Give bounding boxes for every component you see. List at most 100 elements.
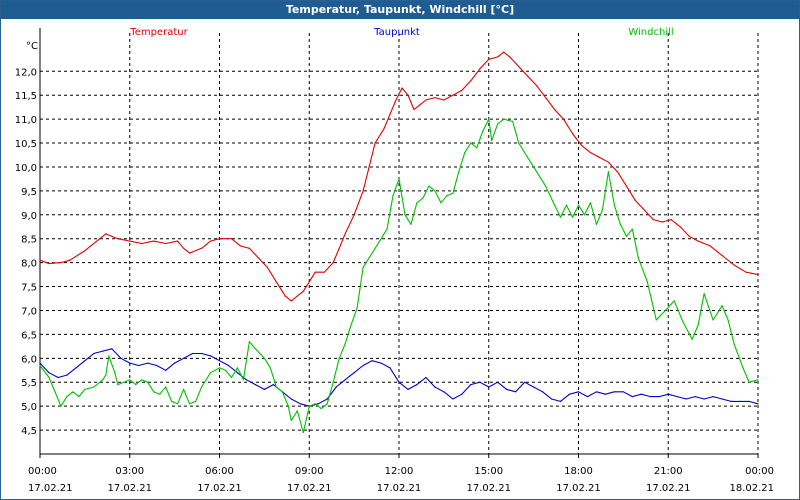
data-point-windchill: [290, 419, 292, 422]
x-tick-time: 12:00: [385, 466, 414, 477]
data-point-temperatur: [589, 152, 592, 154]
y-tick-label: 11,5: [15, 91, 37, 102]
data-point-windchill: [482, 130, 484, 132]
data-point-windchill: [398, 178, 400, 180]
data-point-temperatur: [344, 233, 346, 235]
data-point-temperatur: [527, 75, 529, 77]
data-point-temperatur: [536, 85, 538, 87]
data-point-windchill: [607, 171, 610, 173]
data-point-taupunkt: [443, 391, 445, 393]
data-point-windchill: [183, 388, 185, 390]
y-tick-label: 9,0: [21, 211, 37, 222]
data-point-temperatur: [275, 281, 277, 283]
data-point-taupunkt: [299, 403, 301, 405]
data-point-windchill: [613, 204, 616, 206]
data-point-temperatur: [652, 219, 654, 221]
data-point-windchill: [757, 379, 759, 381]
x-tick-date: 17.02.21: [377, 483, 422, 494]
data-point-temperatur: [401, 87, 403, 89]
data-point-temperatur: [554, 108, 556, 111]
data-point-windchill: [209, 372, 212, 374]
data-point-temperatur: [290, 300, 292, 302]
data-point-taupunkt: [398, 381, 400, 383]
data-point-temperatur: [443, 99, 445, 101]
data-point-taupunkt: [542, 391, 544, 393]
data-point-taupunkt: [676, 396, 678, 398]
data-point-taupunkt: [147, 362, 149, 364]
data-point-windchill: [682, 321, 684, 323]
data-point-temperatur: [129, 240, 131, 242]
data-point-taupunkt: [551, 398, 553, 400]
data-point-temperatur: [598, 156, 601, 158]
window-title: Temperatur, Taupunkt, Windchill [°C]: [1, 1, 799, 19]
data-point-windchill: [380, 238, 382, 240]
data-point-windchill: [392, 195, 394, 197]
data-point-temperatur: [607, 161, 610, 163]
data-point-taupunkt: [317, 403, 319, 405]
data-point-taupunkt: [452, 398, 454, 400]
data-point-temperatur: [39, 259, 41, 261]
data-point-taupunkt: [515, 391, 517, 393]
data-point-windchill: [410, 223, 412, 225]
data-point-taupunkt: [416, 384, 418, 386]
data-point-taupunkt: [721, 398, 723, 400]
data-point-windchill: [165, 386, 167, 388]
data-point-taupunkt: [129, 362, 131, 364]
data-point-temperatur: [395, 99, 397, 101]
data-point-temperatur: [745, 271, 747, 273]
data-point-windchill: [748, 381, 750, 383]
data-point-windchill: [374, 247, 376, 249]
data-point-windchill: [497, 123, 499, 125]
data-point-windchill: [254, 348, 256, 350]
data-point-temperatur: [452, 94, 454, 96]
legend-label-taupunkt: Taupunkt: [373, 27, 420, 38]
data-point-temperatur: [697, 240, 699, 242]
data-point-taupunkt: [470, 384, 472, 386]
data-point-temperatur: [60, 262, 62, 264]
data-point-temperatur: [117, 238, 119, 240]
data-point-temperatur: [141, 242, 143, 245]
data-point-temperatur: [709, 245, 711, 247]
data-point-windchill: [691, 338, 693, 340]
data-point-taupunkt: [622, 391, 625, 393]
data-point-windchill: [263, 357, 265, 359]
data-point-windchill: [117, 384, 119, 386]
data-point-windchill: [135, 384, 137, 386]
data-point-windchill: [320, 408, 322, 410]
data-point-temperatur: [218, 238, 221, 240]
x-tick-date: 17.02.21: [646, 483, 691, 494]
y-tick-label: 11,0: [15, 115, 37, 126]
data-point-taupunkt: [739, 400, 741, 402]
data-point-windchill: [201, 386, 203, 388]
data-point-windchill: [218, 367, 221, 369]
data-point-windchill: [332, 381, 334, 383]
data-point-taupunkt: [326, 398, 328, 400]
data-point-temperatur: [209, 240, 212, 242]
data-point-windchill: [545, 185, 547, 187]
data-point-taupunkt: [389, 367, 391, 369]
data-point-temperatur: [374, 142, 376, 144]
data-point-windchill: [742, 367, 744, 369]
data-point-taupunkt: [344, 379, 346, 381]
data-point-taupunkt: [263, 388, 265, 390]
data-point-taupunkt: [39, 362, 41, 364]
data-point-windchill: [39, 364, 41, 367]
data-point-taupunkt: [685, 398, 687, 400]
x-tick-date: 17.02.21: [28, 483, 73, 494]
data-point-windchill: [314, 403, 316, 405]
data-point-windchill: [422, 197, 424, 199]
data-point-taupunkt: [353, 372, 355, 374]
data-point-windchill: [428, 185, 430, 187]
y-tick-label: 5,5: [21, 378, 37, 389]
data-point-taupunkt: [272, 384, 274, 386]
data-point-taupunkt: [57, 376, 59, 379]
data-point-taupunkt: [165, 369, 167, 371]
data-point-temperatur: [353, 214, 355, 216]
data-point-windchill: [159, 393, 161, 395]
data-point-windchill: [577, 204, 580, 206]
data-point-windchill: [236, 367, 238, 369]
data-point-temperatur: [571, 132, 574, 135]
data-point-taupunkt: [488, 386, 490, 388]
data-point-taupunkt: [757, 403, 759, 405]
data-point-windchill: [269, 367, 271, 369]
